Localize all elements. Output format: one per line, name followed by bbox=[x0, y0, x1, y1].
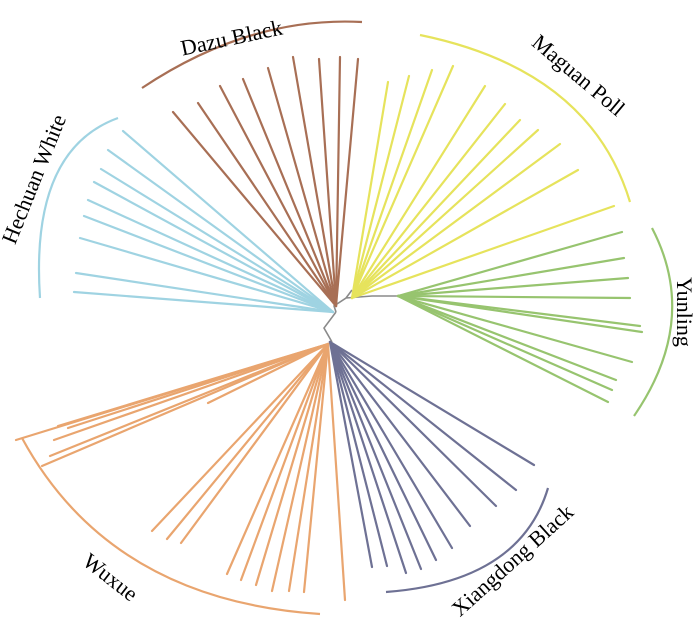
wuxue-branch bbox=[326, 342, 347, 602]
dazu-black-branch bbox=[266, 66, 338, 308]
maguan-poll-branch bbox=[350, 84, 487, 300]
maguan-poll-label: Maguan Poll bbox=[527, 29, 630, 121]
wuxue-label: Wuxue bbox=[78, 548, 143, 606]
maguan-poll-branch bbox=[350, 128, 540, 300]
hechuan-white-branch bbox=[99, 167, 335, 314]
xiangdong-black-branch bbox=[328, 340, 472, 528]
maguan-poll-branch bbox=[350, 102, 507, 300]
dazu-black-branch bbox=[218, 84, 338, 308]
yunling-arc bbox=[633, 227, 674, 417]
maguan-poll-branch bbox=[350, 168, 580, 300]
dazu-black-arc bbox=[141, 20, 363, 89]
dazu-black-branch bbox=[334, 57, 360, 308]
xiangdong-black-label: Xiangdong Black bbox=[447, 499, 579, 621]
hechuan-white-label: Hechuan White bbox=[0, 111, 71, 247]
dazu-black-label: Dazu Black bbox=[178, 15, 284, 61]
hechuan-white-branch bbox=[106, 148, 335, 314]
wuxue-branch bbox=[302, 342, 330, 594]
hechuan-white-arc bbox=[37, 116, 119, 299]
yunling-branch bbox=[396, 294, 632, 300]
yunling-branch bbox=[396, 294, 644, 334]
hechuan-white-branch bbox=[82, 214, 335, 314]
maguan-poll-branch bbox=[350, 142, 562, 300]
yunling-label: Yunling bbox=[672, 277, 697, 347]
dazu-black-branch bbox=[291, 55, 338, 308]
maguan-poll-branch bbox=[350, 74, 411, 300]
xiangdong-black-branch bbox=[328, 340, 498, 508]
wuxue-arc bbox=[21, 437, 321, 616]
yunling-branch bbox=[396, 294, 634, 364]
hechuan-white-branch bbox=[72, 290, 335, 314]
xiangdong-black-branch bbox=[328, 340, 438, 562]
xiangdong-black-branch bbox=[328, 340, 518, 492]
wuxue-branch bbox=[179, 342, 330, 545]
maguan-poll-branch bbox=[350, 64, 455, 300]
wuxue-branch bbox=[206, 342, 330, 405]
yunling-branch bbox=[396, 256, 626, 298]
xiangdong-black-branch bbox=[328, 340, 389, 568]
xiangdong-black-branch bbox=[328, 340, 454, 550]
xiangdong-black-branch bbox=[328, 340, 423, 571]
xiangdong-black-arc bbox=[385, 487, 550, 594]
maguan-poll-branch bbox=[350, 204, 616, 300]
xiangdong-black-branch bbox=[328, 340, 536, 467]
wuxue-branch bbox=[254, 342, 330, 587]
yunling-branch bbox=[396, 294, 610, 404]
xiangdong-black-branch bbox=[328, 340, 374, 569]
wuxue-branch bbox=[66, 342, 330, 430]
hechuan-white-branch bbox=[78, 236, 335, 314]
dazu-black-branch bbox=[196, 101, 338, 308]
maguan-poll-arc bbox=[419, 33, 632, 203]
yunling-branch bbox=[396, 276, 630, 298]
maguan-poll-branch bbox=[350, 68, 434, 300]
